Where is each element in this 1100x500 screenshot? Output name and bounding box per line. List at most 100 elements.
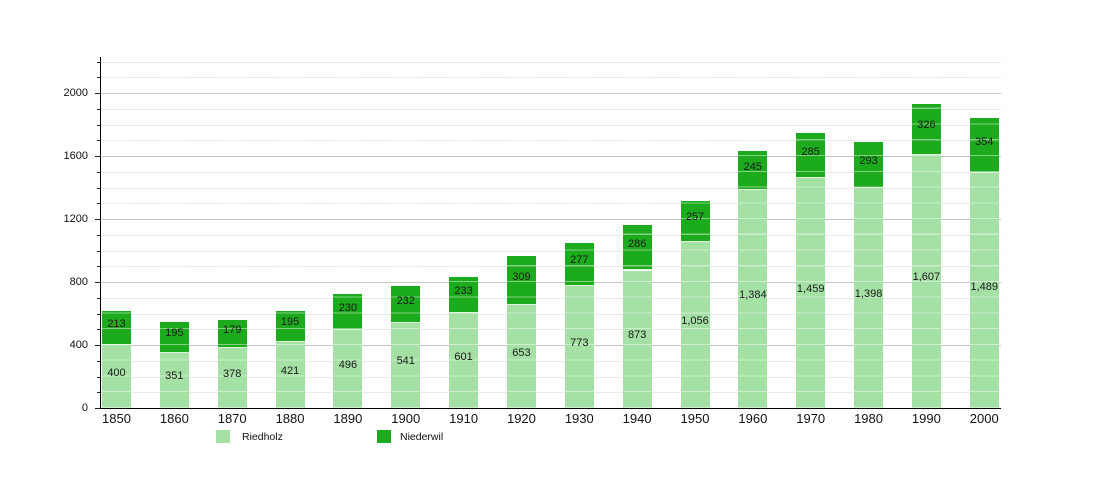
- y-tick-minor: [97, 329, 100, 331]
- x-tick-label: 1910: [449, 411, 479, 426]
- gridline-major: [100, 219, 1001, 220]
- y-tick-label: 1200: [63, 213, 88, 225]
- y-tick-minor: [97, 266, 100, 268]
- gridline-major: [100, 93, 1001, 94]
- y-tick-label: 400: [69, 339, 88, 351]
- bar-segment-riedholz: [738, 190, 768, 408]
- y-tick-minor: [97, 250, 100, 252]
- x-tick-label: 1960: [738, 411, 768, 426]
- y-tick-major: [95, 282, 100, 283]
- bar-segment-niederwil: [449, 276, 479, 314]
- gridline-minor: [100, 140, 1001, 142]
- value-label-riedholz: 1,607: [912, 271, 941, 284]
- gridline-minor: [100, 266, 1001, 268]
- gridline-minor: [100, 108, 1001, 110]
- gridline-minor: [100, 203, 1001, 205]
- bar-segment-riedholz: [680, 241, 710, 408]
- value-label-riedholz: 378: [223, 368, 242, 381]
- value-label-riedholz: 1,384: [739, 289, 767, 301]
- gridline-major: [100, 282, 1001, 283]
- legend-swatch-riedholz: [216, 430, 230, 443]
- bar-segment-niederwil: [102, 311, 131, 345]
- bar-segment-niederwil: [391, 286, 421, 323]
- x-tick-label: 1930: [564, 411, 594, 426]
- bar-segment-riedholz: [969, 173, 999, 408]
- bar-segment-niederwil: [564, 242, 594, 287]
- value-label-niederwil: 309: [512, 270, 531, 283]
- value-label-riedholz: 653: [512, 346, 531, 359]
- y-tick-minor: [97, 360, 100, 362]
- gridline-minor: [100, 313, 1001, 315]
- bar-segment-riedholz: [275, 341, 305, 408]
- gridline-minor: [100, 234, 1001, 236]
- y-tick-minor: [97, 313, 100, 315]
- y-tick-minor: [97, 124, 100, 126]
- gridline-major: [100, 345, 1001, 346]
- y-tick-minor: [97, 171, 100, 173]
- bar-segment-riedholz: [102, 345, 131, 408]
- value-label-niederwil: 213: [107, 318, 126, 331]
- y-tick-major: [95, 219, 100, 220]
- bar-segment-riedholz: [159, 352, 189, 408]
- value-label-niederwil: 195: [280, 316, 300, 329]
- x-tick-label: 1880: [275, 411, 305, 426]
- x-tick-label: 1980: [854, 411, 883, 426]
- bar-segment-riedholz: [506, 305, 536, 408]
- bar-segment-riedholz: [391, 322, 421, 408]
- bar-segment-riedholz: [854, 187, 884, 408]
- value-label-niederwil: 286: [627, 237, 647, 250]
- value-label-riedholz: 601: [454, 350, 473, 363]
- x-tick-label: 1890: [333, 411, 363, 426]
- value-label-niederwil: 230: [338, 301, 358, 314]
- bar-segment-niederwil: [217, 320, 247, 349]
- value-label-niederwil: 277: [570, 254, 589, 267]
- bar-segment-riedholz: [449, 313, 479, 408]
- value-label-riedholz: 400: [107, 366, 126, 379]
- bar-segment-niederwil: [680, 201, 710, 242]
- bar-segment-niederwil: [506, 256, 536, 306]
- x-tick-label: 1940: [622, 411, 652, 426]
- value-label-riedholz: 496: [338, 358, 358, 371]
- value-label-niederwil: 285: [801, 145, 820, 158]
- x-tick-label: 1970: [796, 411, 826, 426]
- value-label-riedholz: 1,459: [796, 283, 825, 296]
- legend-swatch-niederwil: [377, 430, 391, 443]
- bar-segment-niederwil: [969, 117, 999, 174]
- value-label-riedholz: 421: [280, 364, 300, 377]
- value-label-niederwil: 326: [917, 119, 936, 132]
- value-label-niederwil: 257: [685, 211, 705, 224]
- bar-segment-niederwil: [911, 103, 941, 155]
- bar-segment-niederwil: [854, 141, 884, 188]
- x-tick-label: 1920: [506, 411, 536, 426]
- y-tick-major: [95, 345, 100, 346]
- value-label-niederwil: 354: [975, 135, 994, 148]
- bar-segment-niederwil: [275, 310, 305, 342]
- gridline-minor: [100, 124, 1001, 126]
- legend-label-riedholz: Riedholz: [242, 431, 283, 443]
- x-tick-label: 1900: [391, 411, 421, 426]
- bar-segment-niederwil: [622, 225, 652, 271]
- legend-label-niederwil: Niederwil: [400, 431, 444, 443]
- y-tick-label: 800: [69, 276, 88, 288]
- y-tick-minor: [97, 108, 100, 110]
- y-tick-major: [95, 408, 100, 409]
- gridline-minor: [100, 392, 1001, 394]
- y-tick-minor: [97, 203, 100, 205]
- y-tick-minor: [97, 61, 100, 63]
- gridline-major: [100, 156, 1001, 157]
- y-axis: [100, 57, 101, 409]
- value-label-niederwil: 232: [396, 294, 415, 307]
- gridline-minor: [100, 61, 1001, 63]
- value-label-niederwil: 195: [165, 327, 184, 340]
- bar-segment-niederwil: [738, 151, 768, 190]
- x-tick-label: 1850: [102, 411, 131, 426]
- value-label-riedholz: 351: [165, 370, 184, 383]
- gridline-minor: [100, 187, 1001, 189]
- bar-segment-riedholz: [796, 178, 826, 408]
- bar-segment-riedholz: [333, 329, 363, 408]
- gridline-minor: [100, 171, 1001, 173]
- y-tick-label: 2000: [63, 87, 88, 99]
- value-label-riedholz: 1,398: [854, 287, 883, 300]
- bar-segment-riedholz: [622, 270, 652, 408]
